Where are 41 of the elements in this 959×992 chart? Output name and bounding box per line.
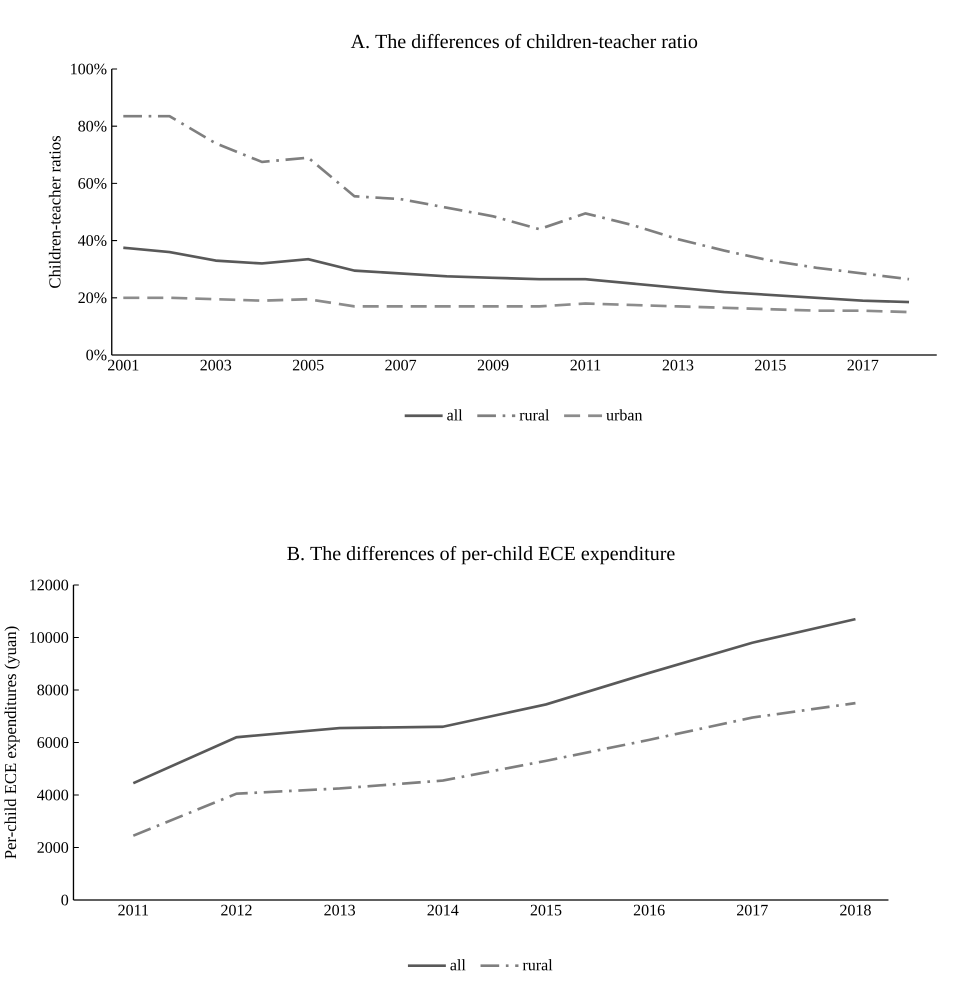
x-tick-label: 2016 bbox=[634, 904, 665, 916]
legend-label: all bbox=[450, 959, 466, 970]
y-tick-label: 10000 bbox=[30, 632, 68, 643]
x-tick-label: 2013 bbox=[324, 904, 355, 916]
x-tick-label: 2017 bbox=[736, 904, 768, 916]
y-tick-label: 2000 bbox=[37, 842, 68, 853]
y-tick-label: 0% bbox=[86, 350, 106, 360]
x-tick-label: 2013 bbox=[662, 360, 694, 370]
legend-label: rural bbox=[522, 959, 552, 970]
x-tick-label: 2007 bbox=[385, 360, 416, 370]
x-tick-label: 2017 bbox=[847, 360, 878, 370]
y-tick-label: 4000 bbox=[36, 790, 68, 800]
line-series bbox=[132, 618, 857, 785]
y-tick-label: 8000 bbox=[37, 684, 68, 696]
chart-title: A. The differences of children-teacher ratio bbox=[350, 34, 697, 48]
line-series bbox=[132, 702, 857, 838]
x-tick-label: 2014 bbox=[427, 904, 458, 916]
y-tick-label: 6000 bbox=[37, 737, 68, 748]
x-tick-label: 2003 bbox=[200, 360, 231, 370]
x-tick-label: 2015 bbox=[530, 904, 562, 916]
chart-title: B. The differences of per-child ECE expenditure bbox=[287, 546, 674, 564]
x-tick-label: 2018 bbox=[840, 904, 871, 916]
y-tick-label: 60% bbox=[78, 178, 106, 189]
y-axis-title: Children-teacher ratios bbox=[48, 136, 60, 288]
x-tick-label: 2005 bbox=[292, 360, 324, 370]
y-tick-label: 12000 bbox=[30, 580, 68, 590]
legend-label: rural bbox=[519, 409, 549, 420]
x-tick-label: 2012 bbox=[221, 904, 252, 916]
x-tick-label: 2011 bbox=[570, 360, 600, 370]
x-tick-label: 2009 bbox=[478, 360, 508, 370]
y-tick-label: 100% bbox=[70, 64, 106, 74]
x-tick-label: 2011 bbox=[118, 904, 148, 916]
y-tick-label: 0 bbox=[61, 894, 68, 906]
legend-label: urban bbox=[606, 409, 642, 420]
y-tick-label: 80% bbox=[78, 120, 106, 132]
x-tick-label: 2015 bbox=[754, 360, 786, 370]
legend-label: all bbox=[447, 409, 462, 420]
y-tick-label: 40% bbox=[78, 235, 106, 246]
x-tick-label: 2001 bbox=[108, 360, 138, 370]
y-tick-label: 20% bbox=[78, 292, 106, 304]
y-axis-title: Per-child ECE expenditures (yuan) bbox=[4, 626, 20, 859]
